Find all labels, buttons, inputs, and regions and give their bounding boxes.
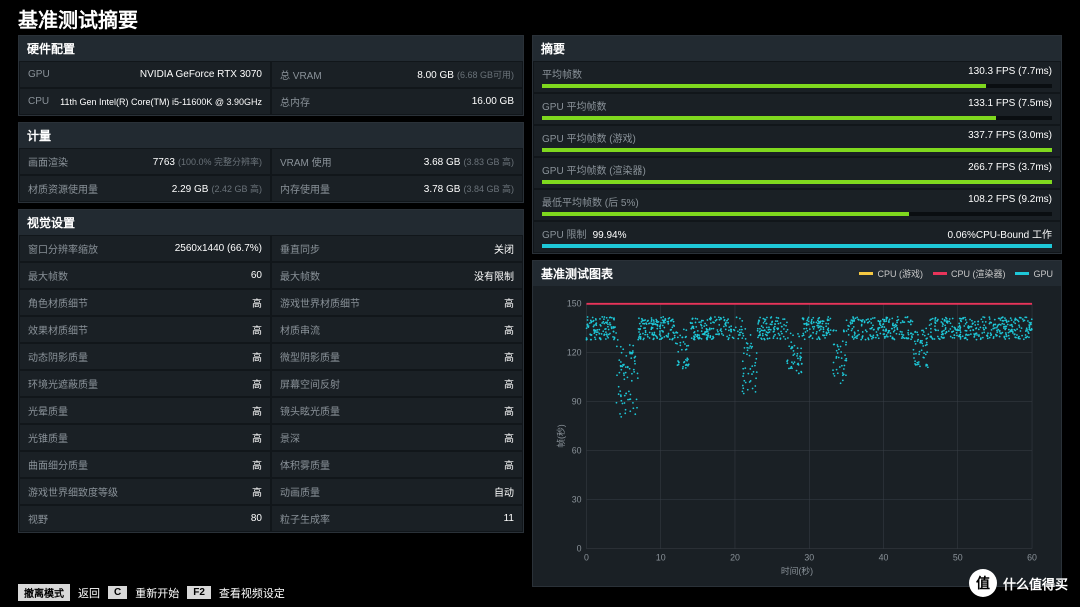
- visual-panel: 视觉设置 窗口分辨率缩放2560x1440 (66.7%)垂直同步关闭最大帧数6…: [18, 209, 524, 533]
- action-back[interactable]: 返回: [78, 585, 100, 601]
- summary-bar-2: GPU 平均帧数 (游戏)337.7 FPS (3.0ms): [533, 125, 1061, 157]
- svg-text:20: 20: [730, 552, 740, 562]
- cpu-cell: CPU 11th Gen Intel(R) Core(TM) i5-11600K…: [19, 88, 271, 115]
- visual-row-4-right: 微型阴影质量高: [271, 343, 523, 370]
- hardware-panel: 硬件配置 GPU NVIDIA GeForce RTX 3070 总 VRAM …: [18, 35, 524, 116]
- visual-row-6-left: 光晕质量高: [19, 397, 271, 424]
- svg-text:时间(秒): 时间(秒): [781, 565, 813, 576]
- watermark-text: 什么值得买: [1003, 574, 1068, 593]
- page-title: 基准测试摘要: [0, 0, 1080, 35]
- chart-svg: 0 30 60 90 120 150 0 10 20 30 40 50 60 时间(秒) 帧(秒): [541, 294, 1053, 578]
- visual-row-8-right: 体积雾质量高: [271, 451, 523, 478]
- vram-sub: (6.68 GB可用): [457, 70, 514, 80]
- hardware-header: 硬件配置: [19, 36, 523, 61]
- svg-text:0: 0: [577, 544, 582, 554]
- meter-header: 计量: [19, 123, 523, 148]
- visual-row-1-right: 最大帧数没有限制: [271, 262, 523, 289]
- svg-text:0: 0: [584, 552, 589, 562]
- watermark-icon: 值: [969, 569, 997, 597]
- chart-panel: 基准测试图表 CPU (游戏)CPU (渲染器)GPU 0 30 60 90 120 15…: [532, 260, 1062, 587]
- visual-row-7-left: 光锥质量高: [19, 424, 271, 451]
- summary-panel: 摘要 平均帧数130.3 FPS (7.7ms)GPU 平均帧数133.1 FP…: [532, 35, 1062, 254]
- key-c[interactable]: C: [108, 586, 127, 599]
- mem-cell: 总内存 16.00 GB: [271, 88, 523, 115]
- key-f2[interactable]: F2: [187, 586, 211, 599]
- svg-text:150: 150: [567, 299, 582, 309]
- footer-bar: 撤离模式 返回 C 重新开始 F2 查看视频设定: [18, 584, 285, 601]
- gpu-label: GPU: [28, 69, 50, 80]
- svg-text:30: 30: [572, 495, 582, 505]
- visual-row-10-right: 粒子生成率11: [271, 505, 523, 532]
- meter-r2r: 内存使用量 3.78 GB(3.84 GB 高): [271, 175, 523, 202]
- visual-row-7-right: 景深高: [271, 424, 523, 451]
- visual-row-0-right: 垂直同步关闭: [271, 235, 523, 262]
- summary-bar-0: 平均帧数130.3 FPS (7.7ms): [533, 61, 1061, 93]
- svg-text:40: 40: [879, 552, 889, 562]
- visual-row-1-left: 最大帧数60: [19, 262, 271, 289]
- meter-r1l: 画面渲染 7763(100.0% 完整分辨率): [19, 148, 271, 175]
- visual-row-3-left: 效果材质细节高: [19, 316, 271, 343]
- action-restart[interactable]: 重新开始: [135, 585, 179, 601]
- svg-text:60: 60: [1027, 552, 1037, 562]
- visual-header: 视觉设置: [19, 210, 523, 235]
- vram-cell: 总 VRAM 8.00 GB(6.68 GB可用): [271, 61, 523, 88]
- visual-row-6-right: 镜头眩光质量高: [271, 397, 523, 424]
- summary-bar-4: 最低平均帧数 (后 5%)108.2 FPS (9.2ms): [533, 189, 1061, 221]
- key-escape[interactable]: 撤离模式: [18, 584, 70, 601]
- visual-row-9-right: 动画质量自动: [271, 478, 523, 505]
- svg-text:60: 60: [572, 446, 582, 456]
- svg-text:帧(秒): 帧(秒): [555, 424, 566, 448]
- svg-text:90: 90: [572, 397, 582, 407]
- visual-row-0-left: 窗口分辨率缩放2560x1440 (66.7%): [19, 235, 271, 262]
- visual-row-3-right: 材质串流高: [271, 316, 523, 343]
- gpu-limit-row: GPU 限制 99.94% 0.06%CPU-Bound 工作: [533, 221, 1061, 253]
- visual-row-10-left: 视野80: [19, 505, 271, 532]
- visual-row-4-left: 动态阴影质量高: [19, 343, 271, 370]
- action-video-settings[interactable]: 查看视频设定: [219, 585, 285, 601]
- visual-row-8-left: 曲面细分质量高: [19, 451, 271, 478]
- vram-value: 8.00 GB: [417, 70, 454, 81]
- summary-header: 摘要: [533, 36, 1061, 61]
- meter-r1r: VRAM 使用 3.68 GB(3.83 GB 高): [271, 148, 523, 175]
- meter-panel: 计量 画面渲染 7763(100.0% 完整分辨率) VRAM 使用 3.68 …: [18, 122, 524, 203]
- mem-label: 总内存: [280, 94, 310, 109]
- cpu-label: CPU: [28, 96, 49, 107]
- svg-text:30: 30: [804, 552, 814, 562]
- cpu-value: 11th Gen Intel(R) Core(TM) i5-11600K @ 3…: [60, 97, 262, 107]
- watermark: 值 什么值得买: [969, 569, 1068, 597]
- gpu-cell: GPU NVIDIA GeForce RTX 3070: [19, 61, 271, 88]
- chart-title: 基准测试图表: [541, 265, 613, 282]
- visual-row-9-left: 游戏世界细致度等级高: [19, 478, 271, 505]
- vram-label: 总 VRAM: [280, 67, 322, 82]
- visual-row-2-left: 角色材质细节高: [19, 289, 271, 316]
- summary-bar-3: GPU 平均帧数 (渲染器)266.7 FPS (3.7ms): [533, 157, 1061, 189]
- chart-legend: CPU (游戏)CPU (渲染器)GPU: [859, 267, 1053, 280]
- svg-text:120: 120: [567, 348, 582, 358]
- visual-row-5-right: 屏幕空间反射高: [271, 370, 523, 397]
- visual-row-2-right: 游戏世界材质细节高: [271, 289, 523, 316]
- svg-text:10: 10: [656, 552, 666, 562]
- gpu-value: NVIDIA GeForce RTX 3070: [140, 69, 262, 80]
- visual-row-5-left: 环境光遮蔽质量高: [19, 370, 271, 397]
- mem-value: 16.00 GB: [472, 96, 514, 107]
- svg-text:50: 50: [953, 552, 963, 562]
- summary-bar-1: GPU 平均帧数133.1 FPS (7.5ms): [533, 93, 1061, 125]
- meter-r2l: 材质资源使用量 2.29 GB(2.42 GB 高): [19, 175, 271, 202]
